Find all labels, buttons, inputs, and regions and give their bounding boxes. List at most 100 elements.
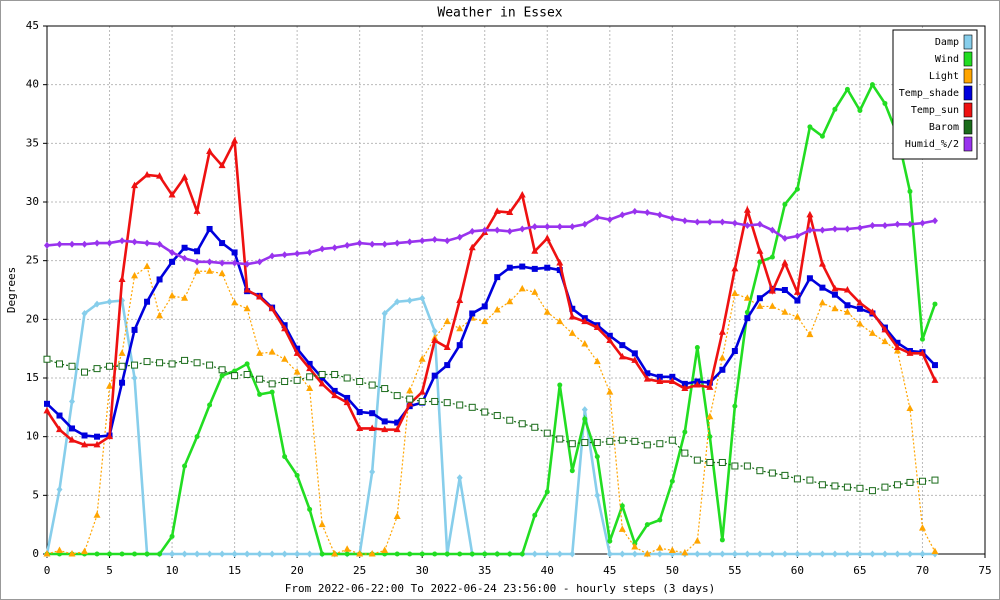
point [293, 376, 301, 384]
point [756, 220, 763, 228]
point [793, 288, 801, 295]
point [306, 384, 314, 392]
point [294, 472, 300, 478]
point [157, 551, 163, 557]
legend-swatch [963, 68, 973, 84]
point [618, 436, 626, 444]
point [706, 458, 714, 466]
point [256, 258, 263, 266]
point [443, 317, 451, 325]
point [806, 476, 814, 484]
point [681, 217, 688, 225]
point [919, 219, 926, 227]
point [81, 440, 89, 448]
point [469, 551, 475, 557]
point [194, 434, 200, 440]
point [806, 275, 813, 282]
point [444, 551, 450, 557]
point [606, 550, 613, 558]
point [531, 550, 538, 558]
point [531, 423, 539, 431]
point [881, 550, 888, 558]
point [593, 357, 601, 365]
point [118, 275, 126, 282]
point [94, 433, 101, 440]
point [469, 227, 476, 235]
series-line [45, 136, 937, 447]
point [693, 456, 701, 464]
point [256, 293, 264, 300]
point [818, 298, 826, 306]
point [581, 439, 589, 447]
point [194, 550, 201, 558]
point [544, 223, 551, 231]
point [281, 378, 289, 386]
point [668, 377, 676, 385]
point [494, 226, 501, 234]
point [244, 260, 251, 268]
point [368, 381, 376, 389]
point [131, 271, 139, 279]
x-tick-label: 15 [228, 564, 241, 577]
point [56, 425, 64, 433]
point [281, 355, 289, 362]
point [868, 308, 876, 315]
point [931, 362, 938, 369]
point [406, 395, 414, 403]
point [331, 244, 338, 252]
legend-swatch [963, 119, 973, 135]
point [69, 240, 76, 248]
point [894, 550, 901, 558]
point [131, 181, 139, 189]
point [231, 136, 239, 144]
point [681, 449, 689, 457]
point [706, 550, 713, 558]
point [269, 389, 275, 395]
point [743, 206, 751, 213]
point [181, 550, 188, 558]
point [506, 297, 514, 305]
point [268, 304, 276, 312]
point [281, 550, 288, 558]
point [106, 239, 113, 247]
point [331, 387, 338, 394]
point [156, 172, 164, 179]
legend-label: Barom [929, 122, 959, 133]
series [43, 136, 939, 448]
point [656, 440, 664, 448]
point [132, 551, 138, 557]
point [619, 503, 625, 509]
point [906, 404, 914, 412]
point [881, 325, 889, 333]
point [518, 190, 526, 198]
point [769, 550, 776, 558]
point [156, 240, 163, 248]
point [194, 258, 201, 266]
point [243, 286, 251, 293]
point [469, 310, 476, 317]
point [694, 218, 701, 226]
x-tick-label: 65 [853, 564, 866, 577]
point [143, 171, 151, 178]
point [481, 226, 488, 234]
point [68, 550, 76, 557]
point [331, 370, 339, 378]
point [431, 236, 438, 244]
point [193, 207, 201, 214]
point [493, 207, 501, 214]
x-tick-label: 70 [916, 564, 929, 577]
point [106, 362, 114, 370]
point [406, 386, 414, 394]
point [431, 397, 439, 405]
point [807, 124, 813, 130]
point [718, 354, 726, 361]
point [131, 238, 138, 246]
point [569, 468, 575, 474]
point [43, 550, 51, 557]
point [231, 372, 239, 380]
point [844, 86, 850, 92]
point [768, 287, 776, 294]
series [43, 355, 939, 495]
point [931, 376, 939, 383]
point [256, 375, 264, 383]
